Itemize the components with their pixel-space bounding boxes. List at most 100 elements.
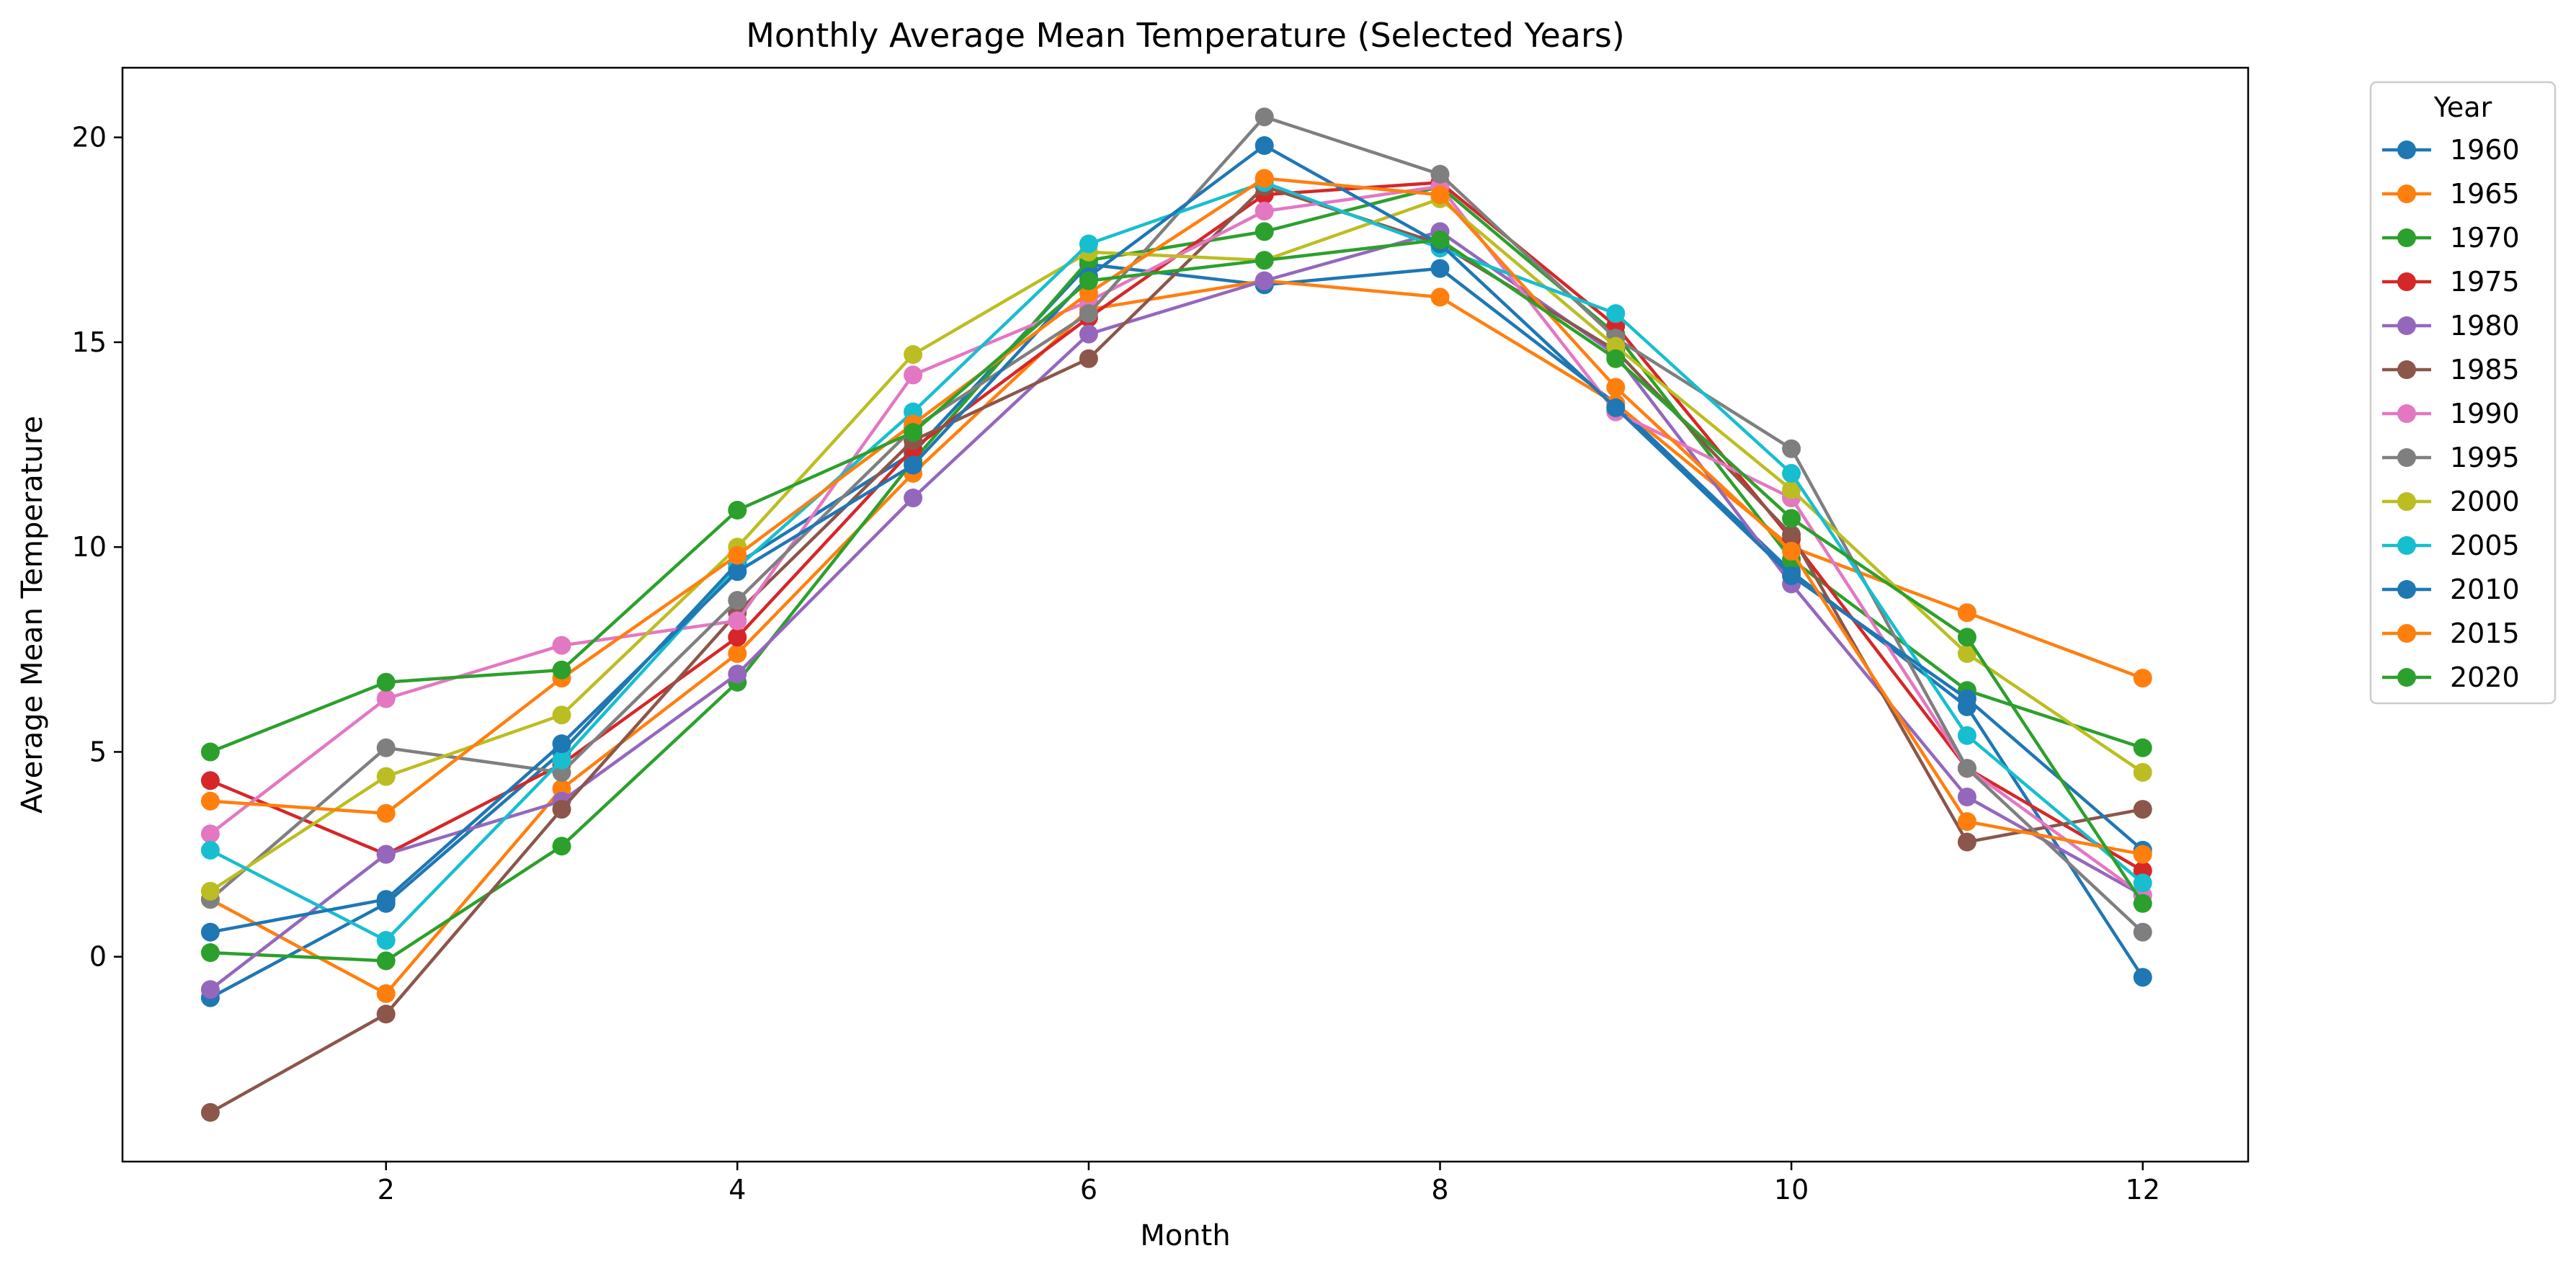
legend-label: 2020 — [2450, 662, 2520, 693]
data-point — [1079, 324, 1098, 344]
legend-label: 1995 — [2450, 442, 2520, 473]
legend-item-1960: 1960 — [2382, 134, 2520, 166]
data-point — [552, 636, 571, 655]
data-point — [2133, 968, 2152, 987]
data-point — [376, 803, 396, 823]
data-point — [728, 611, 747, 631]
data-point — [552, 837, 571, 856]
x-axis-label: Month — [1140, 1219, 1230, 1252]
data-point — [200, 824, 220, 844]
series-line-1965 — [209, 279, 2144, 996]
data-point — [1254, 169, 1274, 188]
plot-frame — [121, 66, 2250, 1163]
series-line-1985 — [209, 184, 2144, 1114]
legend-marker — [2397, 228, 2416, 247]
data-point — [552, 660, 571, 680]
data-point — [1254, 251, 1274, 270]
legend-marker — [2397, 184, 2416, 203]
data-point — [200, 922, 220, 942]
legend-label: 1960 — [2450, 134, 2520, 166]
legend-label: 2010 — [2450, 574, 2520, 605]
data-point — [1957, 689, 1976, 708]
data-point — [200, 840, 220, 860]
y-tick-label: 5 — [89, 736, 107, 767]
legend-item-2015: 2015 — [2382, 618, 2520, 649]
data-point — [376, 767, 396, 786]
data-point — [376, 931, 396, 950]
series-line-1980 — [209, 230, 2144, 991]
chart-title: Monthly Average Mean Temperature (Select… — [746, 16, 1625, 55]
legend-label: 1990 — [2450, 398, 2520, 429]
data-point — [904, 345, 923, 364]
data-point — [1254, 107, 1274, 127]
data-point — [200, 742, 220, 762]
data-point — [552, 734, 571, 754]
legend-item-1980: 1980 — [2382, 310, 2520, 342]
data-point — [2133, 738, 2152, 757]
y-axis-ticks: 0 5 10 15 20 — [72, 122, 122, 973]
data-point — [552, 800, 571, 819]
legend-marker — [2397, 492, 2416, 511]
data-point — [2133, 922, 2152, 942]
data-point — [904, 455, 923, 475]
data-point — [2133, 762, 2152, 782]
data-point — [200, 980, 220, 999]
series-2020 — [200, 230, 2152, 913]
data-point — [376, 672, 396, 692]
y-tick-label: 15 — [72, 326, 107, 358]
data-point — [1254, 222, 1274, 241]
data-point — [1079, 304, 1098, 324]
legend-item-1995: 1995 — [2382, 442, 2520, 473]
data-point — [1079, 271, 1098, 290]
y-tick-label: 10 — [72, 531, 107, 563]
x-tick-label: 12 — [2126, 1174, 2160, 1206]
data-point — [376, 890, 396, 909]
data-point — [1782, 509, 1801, 528]
data-point — [1606, 398, 1626, 417]
legend-marker — [2397, 272, 2416, 291]
legend-label: 2000 — [2450, 486, 2520, 517]
data-point — [904, 365, 923, 385]
data-point — [1957, 628, 1976, 647]
legend-marker — [2397, 404, 2416, 423]
legend-item-1965: 1965 — [2382, 178, 2520, 210]
data-point — [728, 644, 747, 663]
data-point — [1606, 304, 1626, 324]
y-tick-label: 20 — [72, 122, 107, 153]
x-tick-label: 8 — [1431, 1174, 1448, 1206]
legend-item-2005: 2005 — [2382, 530, 2520, 561]
data-point — [2133, 873, 2152, 893]
x-tick-label: 10 — [1774, 1174, 1809, 1206]
data-point — [552, 705, 571, 725]
data-point — [1606, 349, 1626, 368]
data-point — [728, 501, 747, 520]
legend-marker — [2397, 580, 2416, 599]
legend-label: 2005 — [2450, 530, 2520, 561]
legend-item-1990: 1990 — [2382, 398, 2520, 429]
data-point — [1782, 439, 1801, 458]
series-line-2005 — [209, 180, 2144, 943]
legend-item-2010: 2010 — [2382, 574, 2520, 605]
data-point — [904, 423, 923, 442]
legend-label: 1975 — [2450, 266, 2520, 298]
data-point — [1782, 541, 1801, 561]
data-point — [1254, 136, 1274, 155]
legend-items: 1960 1965 1970 1975 1980 1985 1990 1995 2000 2005… — [2382, 134, 2520, 693]
series-line-2015 — [210, 177, 2144, 856]
legend-label: 1980 — [2450, 310, 2520, 342]
data-point — [200, 943, 220, 962]
data-point — [376, 845, 396, 864]
legend-label: 1985 — [2450, 354, 2520, 386]
legend-box — [2369, 81, 2557, 705]
series-line-2020 — [210, 238, 2144, 905]
legend-item-2000: 2000 — [2382, 486, 2520, 517]
x-tick-label: 6 — [1080, 1174, 1097, 1206]
legend-label: 1965 — [2450, 178, 2520, 210]
data-point — [728, 562, 747, 582]
data-point — [200, 1102, 220, 1122]
legend-item-2020: 2020 — [2382, 662, 2520, 693]
data-point — [1430, 230, 1450, 249]
plot-area — [200, 107, 2152, 1122]
legend-label: 2015 — [2450, 618, 2520, 649]
